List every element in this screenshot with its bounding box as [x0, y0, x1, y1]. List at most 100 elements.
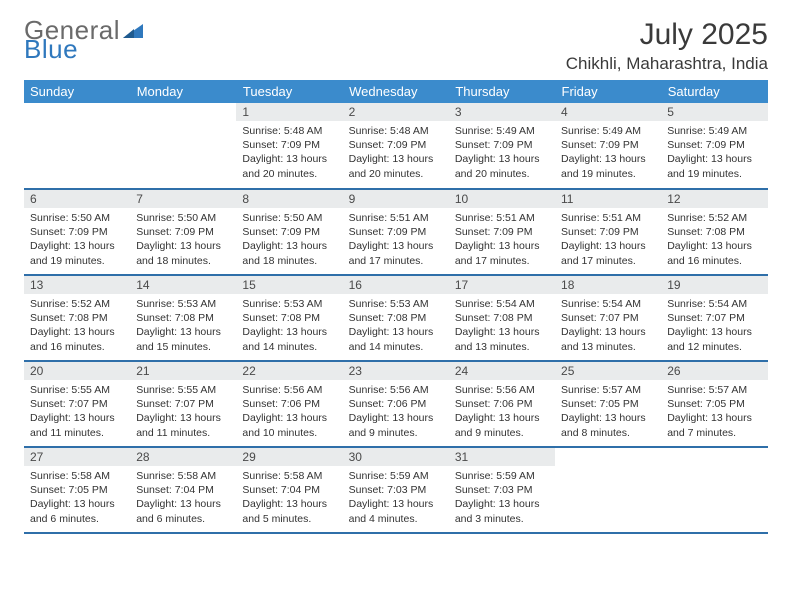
day-number: 6 — [24, 190, 130, 208]
day-details: Sunrise: 5:56 AMSunset: 7:06 PMDaylight:… — [449, 380, 555, 444]
day-details: Sunrise: 5:53 AMSunset: 7:08 PMDaylight:… — [130, 294, 236, 358]
day-details: Sunrise: 5:58 AMSunset: 7:05 PMDaylight:… — [24, 466, 130, 530]
day-details: Sunrise: 5:59 AMSunset: 7:03 PMDaylight:… — [343, 466, 449, 530]
calendar-cell: 21Sunrise: 5:55 AMSunset: 7:07 PMDayligh… — [130, 361, 236, 447]
day-number: 9 — [343, 190, 449, 208]
calendar-cell: 31Sunrise: 5:59 AMSunset: 7:03 PMDayligh… — [449, 447, 555, 533]
calendar-cell: 29Sunrise: 5:58 AMSunset: 7:04 PMDayligh… — [236, 447, 342, 533]
day-number: 25 — [555, 362, 661, 380]
day-details: Sunrise: 5:50 AMSunset: 7:09 PMDaylight:… — [130, 208, 236, 272]
day-number: 3 — [449, 103, 555, 121]
day-details: Sunrise: 5:52 AMSunset: 7:08 PMDaylight:… — [24, 294, 130, 358]
day-header: Saturday — [661, 80, 767, 103]
day-header: Tuesday — [236, 80, 342, 103]
day-number: 19 — [661, 276, 767, 294]
calendar-cell: 3Sunrise: 5:49 AMSunset: 7:09 PMDaylight… — [449, 103, 555, 189]
day-number: 18 — [555, 276, 661, 294]
day-number: 2 — [343, 103, 449, 121]
day-details: Sunrise: 5:51 AMSunset: 7:09 PMDaylight:… — [449, 208, 555, 272]
calendar-cell: 11Sunrise: 5:51 AMSunset: 7:09 PMDayligh… — [555, 189, 661, 275]
calendar-cell: 2Sunrise: 5:48 AMSunset: 7:09 PMDaylight… — [343, 103, 449, 189]
day-number: 14 — [130, 276, 236, 294]
calendar-cell: 22Sunrise: 5:56 AMSunset: 7:06 PMDayligh… — [236, 361, 342, 447]
calendar-cell-empty: .. — [661, 447, 767, 533]
day-number: 1 — [236, 103, 342, 121]
calendar-row: 27Sunrise: 5:58 AMSunset: 7:05 PMDayligh… — [24, 447, 768, 533]
day-details: Sunrise: 5:54 AMSunset: 7:08 PMDaylight:… — [449, 294, 555, 358]
calendar-cell: 20Sunrise: 5:55 AMSunset: 7:07 PMDayligh… — [24, 361, 130, 447]
calendar-cell: 16Sunrise: 5:53 AMSunset: 7:08 PMDayligh… — [343, 275, 449, 361]
day-details: Sunrise: 5:57 AMSunset: 7:05 PMDaylight:… — [555, 380, 661, 444]
day-header: Friday — [555, 80, 661, 103]
day-header: Wednesday — [343, 80, 449, 103]
day-details: Sunrise: 5:51 AMSunset: 7:09 PMDaylight:… — [343, 208, 449, 272]
calendar-cell: 8Sunrise: 5:50 AMSunset: 7:09 PMDaylight… — [236, 189, 342, 275]
day-details: Sunrise: 5:49 AMSunset: 7:09 PMDaylight:… — [555, 121, 661, 185]
day-details: Sunrise: 5:59 AMSunset: 7:03 PMDaylight:… — [449, 466, 555, 530]
title-block: July 2025 Chikhli, Maharashtra, India — [566, 18, 768, 74]
day-details: Sunrise: 5:50 AMSunset: 7:09 PMDaylight:… — [24, 208, 130, 272]
header-row: GeneralBlue July 2025 Chikhli, Maharasht… — [24, 18, 768, 74]
day-number: 10 — [449, 190, 555, 208]
location-text: Chikhli, Maharashtra, India — [566, 54, 768, 74]
day-number: 12 — [661, 190, 767, 208]
calendar-cell: 10Sunrise: 5:51 AMSunset: 7:09 PMDayligh… — [449, 189, 555, 275]
calendar-cell: 23Sunrise: 5:56 AMSunset: 7:06 PMDayligh… — [343, 361, 449, 447]
day-details: Sunrise: 5:48 AMSunset: 7:09 PMDaylight:… — [343, 121, 449, 185]
calendar-cell: 13Sunrise: 5:52 AMSunset: 7:08 PMDayligh… — [24, 275, 130, 361]
calendar-cell: 1Sunrise: 5:48 AMSunset: 7:09 PMDaylight… — [236, 103, 342, 189]
calendar-cell: 9Sunrise: 5:51 AMSunset: 7:09 PMDaylight… — [343, 189, 449, 275]
day-details: Sunrise: 5:49 AMSunset: 7:09 PMDaylight:… — [449, 121, 555, 185]
day-details: Sunrise: 5:53 AMSunset: 7:08 PMDaylight:… — [343, 294, 449, 358]
calendar-body: ....1Sunrise: 5:48 AMSunset: 7:09 PMDayl… — [24, 103, 768, 533]
day-details: Sunrise: 5:55 AMSunset: 7:07 PMDaylight:… — [130, 380, 236, 444]
day-details: Sunrise: 5:51 AMSunset: 7:09 PMDaylight:… — [555, 208, 661, 272]
day-details: Sunrise: 5:49 AMSunset: 7:09 PMDaylight:… — [661, 121, 767, 185]
day-number: 31 — [449, 448, 555, 466]
day-number: 17 — [449, 276, 555, 294]
calendar-cell: 4Sunrise: 5:49 AMSunset: 7:09 PMDaylight… — [555, 103, 661, 189]
day-details: Sunrise: 5:56 AMSunset: 7:06 PMDaylight:… — [236, 380, 342, 444]
calendar-cell: 27Sunrise: 5:58 AMSunset: 7:05 PMDayligh… — [24, 447, 130, 533]
day-number: 15 — [236, 276, 342, 294]
day-number: 26 — [661, 362, 767, 380]
logo-triangle-icon — [123, 17, 143, 33]
day-number: 27 — [24, 448, 130, 466]
calendar-row: 20Sunrise: 5:55 AMSunset: 7:07 PMDayligh… — [24, 361, 768, 447]
day-number: 20 — [24, 362, 130, 380]
day-header: Thursday — [449, 80, 555, 103]
logo-text-b: Blue — [24, 37, 143, 62]
calendar-cell: 14Sunrise: 5:53 AMSunset: 7:08 PMDayligh… — [130, 275, 236, 361]
day-number: 30 — [343, 448, 449, 466]
day-details: Sunrise: 5:53 AMSunset: 7:08 PMDaylight:… — [236, 294, 342, 358]
day-details: Sunrise: 5:54 AMSunset: 7:07 PMDaylight:… — [555, 294, 661, 358]
day-number: 22 — [236, 362, 342, 380]
calendar-cell: 7Sunrise: 5:50 AMSunset: 7:09 PMDaylight… — [130, 189, 236, 275]
day-details: Sunrise: 5:58 AMSunset: 7:04 PMDaylight:… — [130, 466, 236, 530]
day-number: 16 — [343, 276, 449, 294]
day-number: 4 — [555, 103, 661, 121]
calendar-cell: 19Sunrise: 5:54 AMSunset: 7:07 PMDayligh… — [661, 275, 767, 361]
day-details: Sunrise: 5:57 AMSunset: 7:05 PMDaylight:… — [661, 380, 767, 444]
calendar-cell-empty: .. — [130, 103, 236, 189]
day-number: 8 — [236, 190, 342, 208]
calendar-cell: 5Sunrise: 5:49 AMSunset: 7:09 PMDaylight… — [661, 103, 767, 189]
day-details: Sunrise: 5:58 AMSunset: 7:04 PMDaylight:… — [236, 466, 342, 530]
calendar-cell: 15Sunrise: 5:53 AMSunset: 7:08 PMDayligh… — [236, 275, 342, 361]
day-details: Sunrise: 5:56 AMSunset: 7:06 PMDaylight:… — [343, 380, 449, 444]
calendar-cell: 26Sunrise: 5:57 AMSunset: 7:05 PMDayligh… — [661, 361, 767, 447]
calendar-row: 13Sunrise: 5:52 AMSunset: 7:08 PMDayligh… — [24, 275, 768, 361]
calendar-cell: 18Sunrise: 5:54 AMSunset: 7:07 PMDayligh… — [555, 275, 661, 361]
calendar-table: Sunday Monday Tuesday Wednesday Thursday… — [24, 80, 768, 534]
month-title: July 2025 — [566, 18, 768, 52]
day-details: Sunrise: 5:55 AMSunset: 7:07 PMDaylight:… — [24, 380, 130, 444]
logo: GeneralBlue — [24, 18, 143, 61]
day-number: 13 — [24, 276, 130, 294]
day-number: 23 — [343, 362, 449, 380]
calendar-cell: 12Sunrise: 5:52 AMSunset: 7:08 PMDayligh… — [661, 189, 767, 275]
calendar-cell: 25Sunrise: 5:57 AMSunset: 7:05 PMDayligh… — [555, 361, 661, 447]
day-details: Sunrise: 5:52 AMSunset: 7:08 PMDaylight:… — [661, 208, 767, 272]
day-number: 29 — [236, 448, 342, 466]
calendar-page: GeneralBlue July 2025 Chikhli, Maharasht… — [0, 0, 792, 534]
calendar-cell: 28Sunrise: 5:58 AMSunset: 7:04 PMDayligh… — [130, 447, 236, 533]
